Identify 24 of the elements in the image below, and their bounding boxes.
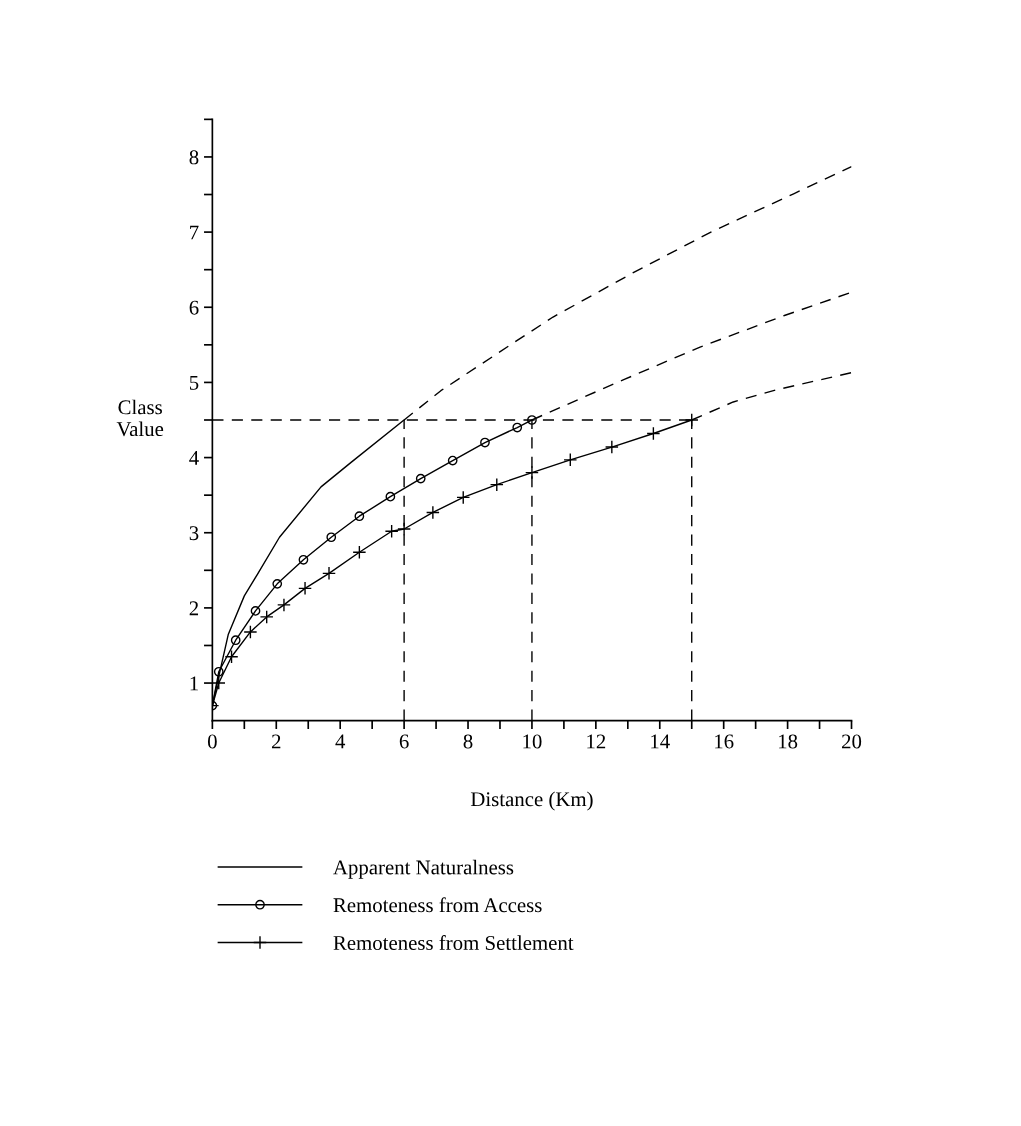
x-tick-label: 4 [335,734,346,749]
x-tick-label: 20 [842,734,862,749]
x-tick-label: 10 [523,734,542,749]
x-axis-title: Distance (Km) [470,791,593,811]
y-tick-label: 5 [189,376,199,390]
x-tick-label: 14 [651,734,670,749]
y-tick-label: 3 [189,526,199,541]
x-tick-label: 6 [399,734,409,749]
x-tick-label: 18 [779,734,798,749]
legend-label: Remoteness from Settlement [333,935,574,950]
y-axis-title: Class Value [116,399,164,437]
legend-label: Apparent Naturalness [333,859,514,879]
y-tick-label: 4 [189,451,199,465]
y-tick-label: 2 [189,601,199,616]
x-tick-label: 2 [271,734,281,749]
x-tick-label: 0 [207,734,217,749]
x-tick-label: 8 [463,734,473,749]
y-tick-label: 7 [190,225,199,240]
legend-label: Remoteness from Access [333,897,542,913]
x-tick-label: 12 [587,734,606,749]
x-tick-label: 16 [715,734,734,749]
y-tick-label: 1 [190,676,198,691]
y-tick-label: 8 [189,150,199,165]
y-tick-label: 6 [189,300,199,315]
